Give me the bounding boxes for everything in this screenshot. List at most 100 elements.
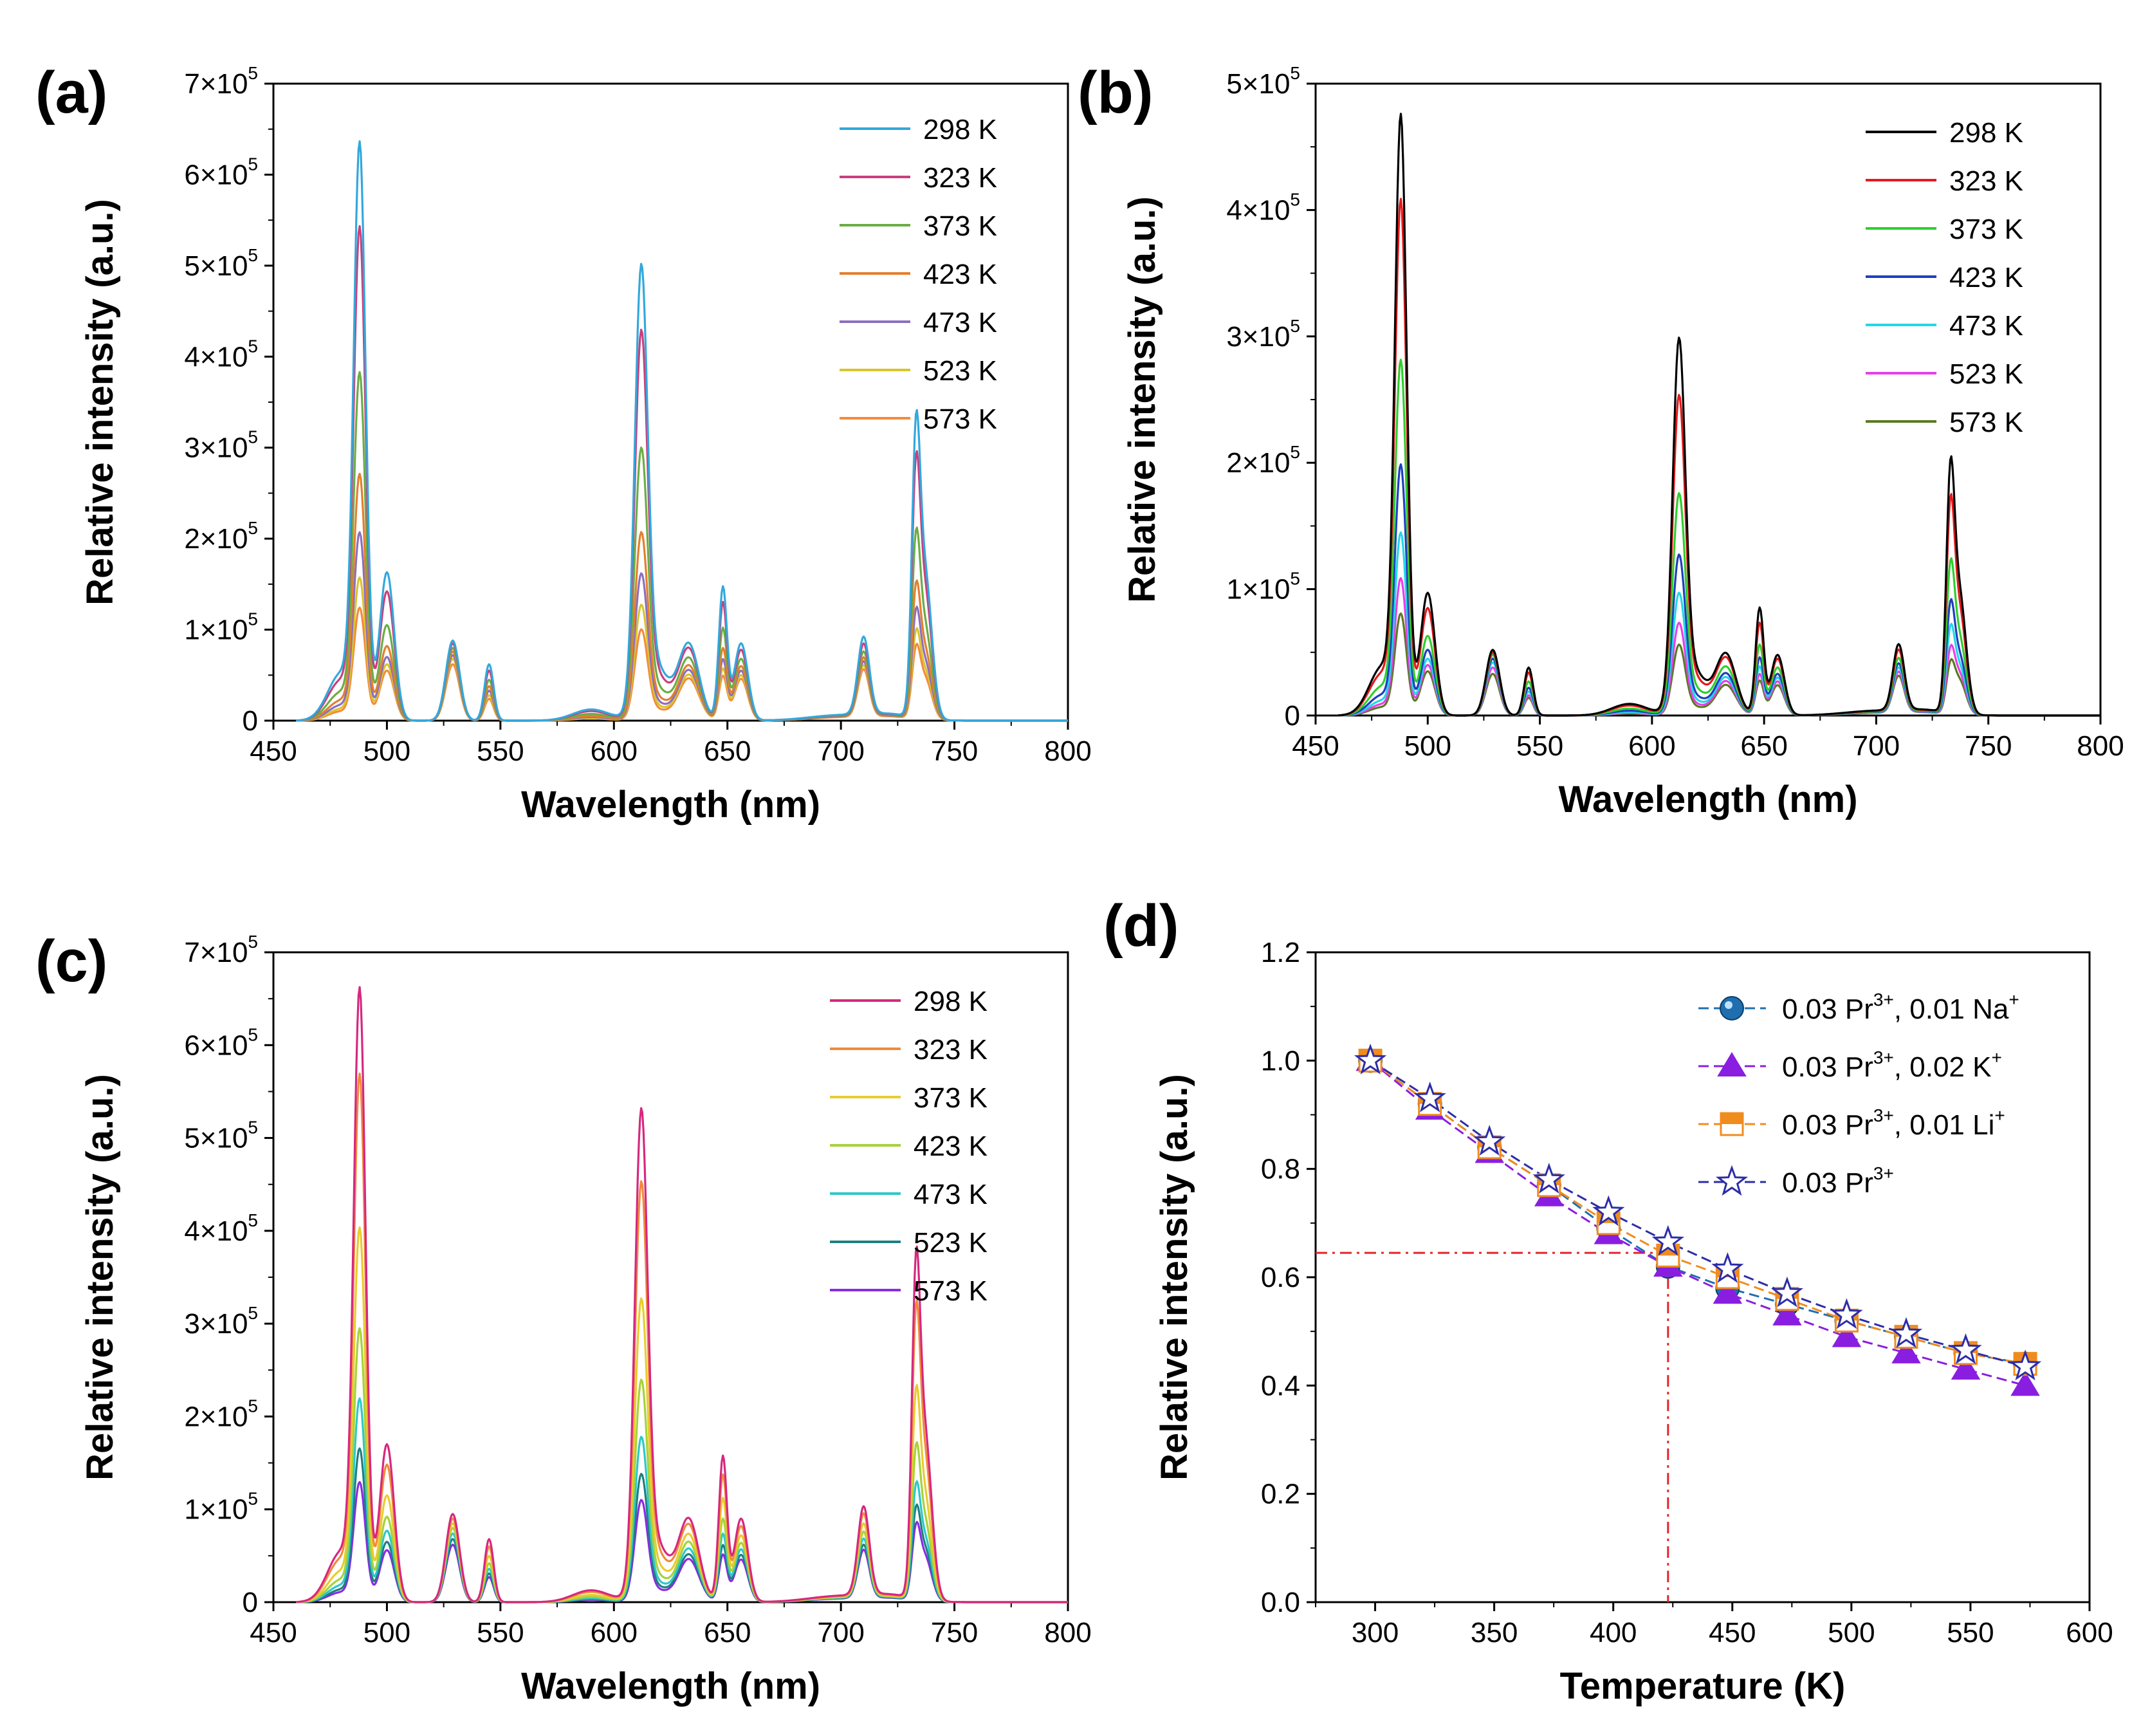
y-tick-label: 0 [243,705,258,737]
data-point-star [1473,1125,1506,1156]
x-tick-label: 400 [1590,1617,1637,1648]
data-point-triangle [1772,1300,1802,1325]
x-tick-label: 550 [477,735,524,767]
series-line [1337,113,2100,717]
panel-label: (b) [1078,60,1153,125]
legend-label: 0.03 Pr3+, 0.02 K+ [1782,1048,2002,1083]
x-tick-label: 800 [1044,735,1091,767]
legend-label: 0.03 Pr3+, 0.01 Li+ [1782,1105,2005,1141]
y-axis-title: Relative intensity (a.u.) [79,1074,121,1481]
y-tick-label: 4×105 [184,336,258,373]
y-tick-label: 3×105 [184,1303,258,1340]
data-point-star [1532,1163,1565,1194]
x-tick-label: 700 [817,735,864,767]
legend-label: 573 K [914,1275,988,1307]
legend-label: 423 K [1949,262,2023,293]
x-tick-label: 450 [1709,1617,1756,1648]
y-tick-label: 6×105 [184,154,258,190]
plot-frame [1314,951,2091,1603]
legend-label: 323 K [1949,165,2023,197]
series-line [296,986,1068,1603]
x-tick-label: 800 [2077,730,2124,762]
series-line [1337,577,2100,717]
data-point-star [1830,1298,1863,1329]
legend-marker-highlight [1725,1001,1732,1009]
y-tick-label: 3×105 [1226,316,1300,353]
legend-label: 523 K [1949,358,2023,390]
x-tick-label: 500 [363,1617,410,1648]
y-tick-label: 1×105 [1226,569,1300,605]
panel-b: 450 500 550 600 650 700 750 800 0 1×105 2×105 3×105… [1078,60,2124,820]
x-tick-label: 700 [817,1617,864,1648]
legend-label: 373 K [914,1082,988,1114]
x-tick-label: 550 [1947,1617,1994,1648]
y-tick-label: 6×105 [184,1024,258,1061]
legend-label: 523 K [923,355,997,387]
x-tick-label: 500 [363,735,410,767]
y-tick-label: 0.6 [1261,1262,1300,1293]
x-tick-label: 600 [591,1617,638,1648]
legend-label: 298 K [1949,117,2023,149]
x-tick-label: 750 [931,1617,978,1648]
data-point-triangle [1713,1279,1743,1304]
series-line [1370,1060,2026,1365]
data-point-triangle [2010,1371,2040,1396]
x-tick-label: 650 [1740,730,1787,762]
x-axis-title: Wavelength (nm) [521,784,820,826]
y-axis-title: Relative intensity (a.u.) [79,199,121,605]
legend-label: 323 K [923,162,997,194]
y-tick-label: 7×105 [184,63,258,100]
legend-label: 423 K [923,259,997,290]
y-tick-label: 1×105 [184,1489,258,1526]
x-tick-label: 500 [1828,1617,1875,1648]
panel-label: (a) [35,60,107,125]
series-line [296,225,1068,722]
x-tick-label: 450 [250,735,297,767]
y-tick-label: 0.2 [1261,1479,1300,1510]
panel-c: 450 500 550 600 650 700 750 800 0 1×105 2×105 3×105… [35,928,1092,1707]
legend-label: 373 K [923,210,997,242]
x-axis-title: Wavelength (nm) [521,1665,820,1707]
y-tick-label: 0.0 [1261,1587,1300,1618]
legend-label: 423 K [914,1131,988,1162]
x-tick-label: 600 [591,735,638,767]
legend-marker [1717,1052,1747,1076]
legend-marker [1720,996,1744,1020]
data-point-star [2008,1349,2042,1381]
legend-marker [1715,1165,1749,1196]
x-tick-label: 650 [704,1617,751,1648]
legend-label: 0.03 Pr3+ [1782,1163,1894,1199]
series-line [296,140,1068,722]
data-point-star [1413,1081,1446,1113]
y-tick-label: 0 [1285,700,1300,732]
data-point-star [1592,1195,1625,1226]
x-tick-label: 550 [1516,730,1563,762]
data-point-triangle [1832,1322,1862,1347]
series-line [1337,463,2100,717]
data-point-triangle [1891,1338,1921,1363]
panel-a: 450 500 550 600 650 700 750 800 0 1×105 2×105 3×105… [35,60,1092,826]
series-line [1370,1060,2026,1365]
x-tick-label: 750 [931,735,978,767]
series-line [296,531,1068,722]
data-point-star [1949,1333,1982,1365]
legend-label: 298 K [914,986,988,1017]
x-tick-label: 650 [704,735,751,767]
data-point-star [1770,1276,1804,1307]
x-tick-label: 450 [250,1617,297,1648]
y-tick-label: 0.8 [1261,1154,1300,1185]
data-point-star [1651,1224,1685,1256]
y-tick-label: 3×105 [184,427,258,464]
legend-label: 573 K [1949,407,2023,438]
y-tick-label: 1.0 [1261,1045,1300,1076]
y-tick-label: 1.2 [1261,937,1300,968]
y-axis-title: Relative intensity (a.u.) [1121,196,1163,603]
y-tick-label: 7×105 [184,932,258,968]
x-tick-label: 500 [1404,730,1451,762]
y-tick-label: 4×105 [184,1210,258,1247]
x-tick-label: 750 [1965,730,2012,762]
y-tick-label: 2×105 [1226,442,1300,479]
legend-label: 473 K [1949,310,2023,342]
panel-label: (c) [35,928,107,994]
